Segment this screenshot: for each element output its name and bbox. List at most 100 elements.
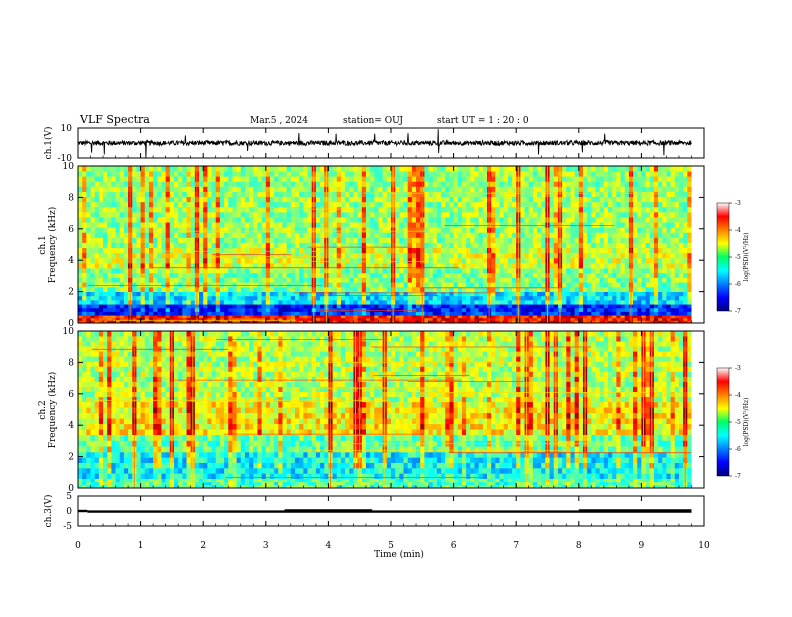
spectrogram-cell bbox=[411, 315, 417, 319]
spectrogram-cell bbox=[678, 257, 684, 264]
spectrogram-cell bbox=[386, 252, 392, 259]
spectrogram-cell bbox=[624, 242, 630, 249]
spectrogram-cell bbox=[328, 286, 334, 292]
spectrogram-cell bbox=[645, 232, 651, 238]
spectrogram-cell bbox=[428, 320, 434, 323]
spectrogram-cell bbox=[211, 291, 217, 297]
spectrogram-cell bbox=[94, 252, 100, 259]
spectrogram-cell bbox=[374, 282, 380, 288]
spectrogram-cell bbox=[357, 291, 363, 297]
spectrogram-cell bbox=[478, 304, 484, 309]
spectrogram-cell bbox=[148, 272, 154, 278]
spectrogram-cell bbox=[228, 181, 234, 187]
spectrogram-cell bbox=[249, 196, 254, 203]
spectrogram-cell bbox=[411, 320, 417, 323]
spectrogram-cell bbox=[365, 237, 371, 243]
spectrogram-cell bbox=[491, 217, 496, 223]
spectrogram-cell bbox=[307, 181, 313, 187]
spectrogram-cell bbox=[687, 196, 693, 203]
spectrogram-cell bbox=[633, 252, 638, 259]
spectrogram-cell bbox=[278, 320, 284, 323]
spectrogram-cell bbox=[457, 196, 463, 203]
spectrogram-cell bbox=[578, 304, 584, 309]
spectrogram-cell bbox=[495, 217, 501, 223]
spectrogram-cell bbox=[445, 299, 451, 305]
spectrogram-cell bbox=[328, 217, 334, 223]
spectrogram-cell bbox=[345, 222, 350, 228]
spectrogram-cell bbox=[211, 211, 217, 218]
spectrogram-cell bbox=[111, 282, 117, 288]
spectrogram-cell bbox=[361, 320, 367, 323]
spectrogram-cell bbox=[416, 186, 421, 192]
spectrogram-cell bbox=[123, 171, 129, 177]
spectrogram-cell bbox=[453, 222, 459, 228]
spectrogram-cell bbox=[169, 252, 175, 259]
spectrogram-cell bbox=[399, 262, 405, 269]
spectrogram-cell bbox=[441, 211, 446, 218]
spectrogram-cell bbox=[219, 196, 225, 203]
spectrogram-cell bbox=[165, 201, 171, 208]
spectrogram-cell bbox=[332, 171, 338, 177]
spectrogram-cell bbox=[136, 217, 142, 223]
spectrogram-cell bbox=[641, 237, 647, 243]
spectrogram-cell bbox=[244, 262, 250, 269]
spectrogram-cell bbox=[98, 191, 104, 198]
spectrogram-cell bbox=[378, 307, 384, 312]
spectrogram-cell bbox=[228, 304, 234, 309]
spectrogram-cell bbox=[599, 171, 605, 177]
spectrogram-cell bbox=[637, 227, 642, 233]
spectrogram-cell bbox=[532, 211, 538, 218]
spectrogram-cell bbox=[591, 237, 597, 243]
spectrogram-cell bbox=[399, 196, 405, 203]
spectrogram-cell bbox=[295, 307, 300, 312]
spectrogram-cell bbox=[257, 286, 263, 292]
spectrogram-cell bbox=[507, 222, 513, 228]
spectrogram-cell bbox=[228, 232, 234, 238]
spectrogram-cell bbox=[136, 272, 142, 278]
spectrogram-cell bbox=[140, 311, 146, 316]
spectrogram-cell bbox=[374, 311, 380, 316]
spectrogram-cell bbox=[474, 286, 480, 292]
spectrogram-cell bbox=[269, 277, 275, 283]
spectrogram-cell bbox=[361, 196, 367, 203]
spectrogram-cell bbox=[553, 286, 559, 292]
spectrogram-cell bbox=[612, 252, 617, 259]
spectrogram-cell bbox=[78, 317, 83, 321]
spectrogram-cell bbox=[541, 295, 547, 301]
spectrogram-cell bbox=[503, 222, 509, 228]
spectrogram-cell bbox=[637, 317, 642, 321]
spectrogram-cell bbox=[244, 186, 250, 192]
spectrogram-cell bbox=[382, 217, 388, 223]
spectrogram-cell bbox=[148, 206, 154, 213]
spectrogram-cell bbox=[461, 247, 467, 254]
spectrogram-cell bbox=[491, 227, 496, 233]
spectrogram-cell bbox=[399, 242, 405, 249]
spectrogram-cell bbox=[274, 222, 279, 228]
spectrogram-cell bbox=[582, 196, 588, 203]
spectrogram-cell bbox=[365, 262, 371, 269]
spectrogram-cell bbox=[307, 252, 313, 259]
spectrogram-cell bbox=[683, 176, 688, 182]
spectrogram-cell bbox=[687, 291, 693, 297]
spectrogram-cell bbox=[203, 217, 208, 223]
spectrogram-cell bbox=[474, 247, 480, 254]
spectrogram-cell bbox=[78, 307, 83, 312]
spectrogram-cell bbox=[491, 201, 496, 208]
spectrogram-cell bbox=[173, 252, 179, 259]
spectrogram-cell bbox=[599, 311, 605, 316]
spectrogram-cell bbox=[357, 232, 363, 238]
spectrogram-cell bbox=[136, 201, 142, 208]
spectrogram-cell bbox=[374, 196, 380, 203]
spectrogram-cell bbox=[123, 304, 129, 309]
spectrogram-cell bbox=[445, 317, 451, 321]
spectrogram-cell bbox=[562, 196, 567, 203]
spectrogram-cell bbox=[148, 277, 154, 283]
spectrogram-cell bbox=[357, 222, 363, 228]
spectrogram-cell bbox=[90, 277, 96, 283]
spectrogram-cell bbox=[374, 291, 380, 297]
spectrogram-cell bbox=[249, 222, 254, 228]
spectrogram-cell bbox=[608, 304, 613, 309]
spectrogram-cell bbox=[649, 242, 655, 249]
spectrogram-cell bbox=[503, 277, 509, 283]
spectrogram-cell bbox=[224, 181, 229, 187]
